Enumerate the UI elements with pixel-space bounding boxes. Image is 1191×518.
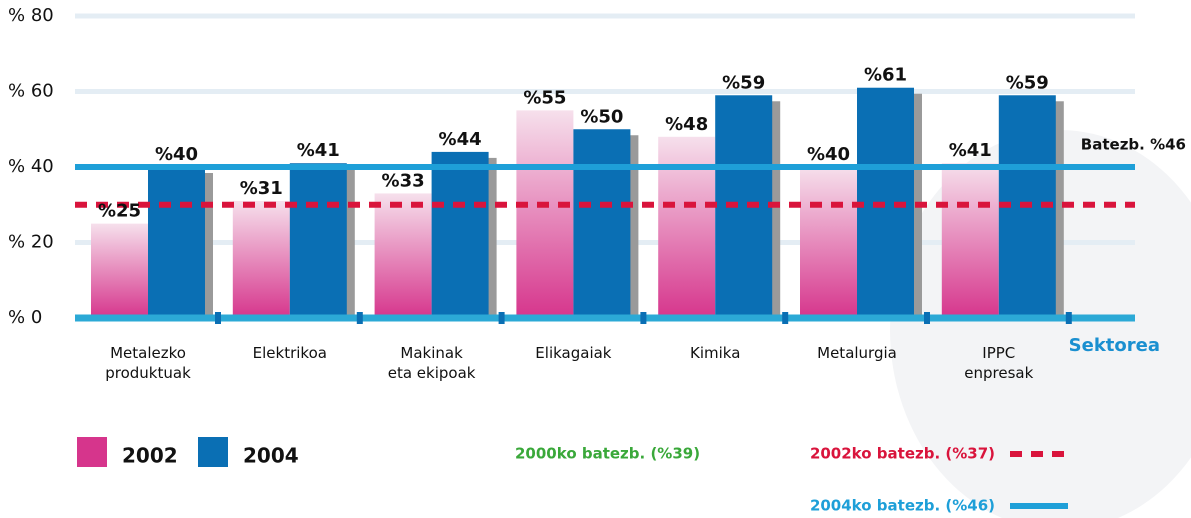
data-label: %55 — [523, 87, 566, 108]
bar — [658, 136, 716, 318]
x-tick-label: Metalezko produktuak — [105, 344, 191, 382]
y-tick-label: % 80 — [8, 5, 54, 26]
y-tick-label: % 0 — [8, 307, 42, 328]
legend-label: 2004ko batezb. (%46) — [810, 497, 995, 515]
data-label: %48 — [665, 114, 708, 135]
reference-label: Batezb. %46 — [1081, 136, 1186, 154]
x-tick — [1065, 312, 1072, 324]
data-label: %41 — [297, 140, 340, 161]
x-tick-label: IPPC enpresak — [964, 344, 1034, 382]
data-label: %40 — [155, 144, 198, 165]
data-label: %33 — [382, 170, 425, 191]
data-label: %31 — [240, 178, 283, 199]
data-label: %44 — [439, 129, 482, 150]
data-label: %40 — [807, 144, 850, 165]
legend-swatch — [77, 437, 107, 467]
bar — [715, 95, 773, 319]
y-tick-label: % 20 — [8, 232, 54, 253]
legend-swatch — [198, 437, 228, 467]
x-tick-label: Makinak eta ekipoak — [387, 344, 476, 382]
bar — [516, 110, 574, 318]
x-tick — [924, 312, 930, 324]
bar — [941, 163, 999, 318]
x-tick-label: Elikagaiak — [535, 344, 612, 362]
legend-label: 2002 — [122, 444, 178, 468]
y-tick-label: % 60 — [8, 81, 54, 102]
data-label: %50 — [580, 106, 623, 127]
x-tick-label: Elektrikoa — [252, 344, 327, 362]
data-label: %59 — [722, 72, 765, 93]
note: 2000ko batezb. (%39) — [515, 445, 700, 463]
data-label: %25 — [98, 201, 141, 222]
bar — [232, 200, 290, 318]
data-label: %41 — [949, 140, 992, 161]
legend-label: 2004 — [243, 444, 299, 468]
x-tick — [498, 312, 505, 324]
bar — [148, 167, 205, 318]
y-tick-label: % 40 — [8, 156, 54, 177]
x-tick-label: Metalurgia — [817, 344, 897, 362]
x-tick — [782, 312, 789, 324]
data-label: %61 — [864, 65, 907, 86]
x-tick — [640, 312, 647, 324]
x-tick-label: Kimika — [689, 344, 741, 362]
bar — [91, 223, 148, 318]
data-label: %59 — [1006, 72, 1049, 93]
x-tick — [356, 312, 363, 324]
legend-label: 2002ko batezb. (%37) — [810, 445, 995, 463]
x-tick — [215, 312, 221, 324]
bar — [289, 163, 347, 318]
bar — [431, 151, 489, 318]
bar — [800, 167, 857, 318]
x-axis-label: Sektorea — [1069, 335, 1160, 356]
bar — [374, 193, 432, 318]
bar — [573, 129, 631, 318]
